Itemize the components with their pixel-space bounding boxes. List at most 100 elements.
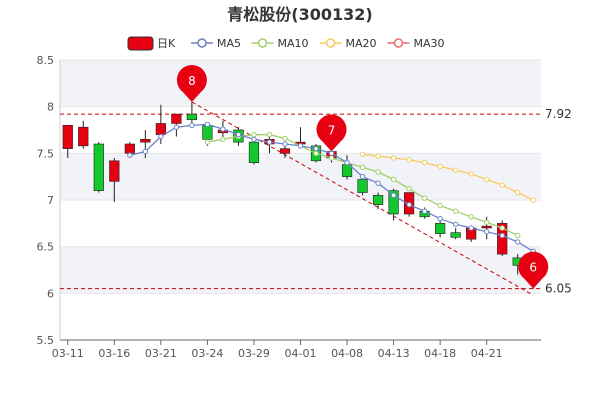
pin-shape — [316, 114, 347, 152]
ma20-point — [530, 197, 536, 203]
ma5-point — [437, 215, 443, 222]
candle-body — [171, 113, 182, 124]
candle-body — [497, 223, 508, 255]
candle-body — [140, 139, 151, 143]
pin-marker: 7 — [316, 114, 347, 152]
legend: 日K MA5 MA10 MA20 MA30 — [127, 36, 445, 51]
ma10-point — [204, 139, 211, 145]
y-tick-label: 8.5 — [37, 54, 55, 67]
ma5-point — [359, 173, 366, 180]
chart-title: 青松股份(300132) — [227, 5, 372, 24]
pin-shape — [176, 65, 207, 102]
ma10-point — [499, 225, 505, 231]
legend-item: 日K — [127, 36, 176, 51]
candle — [62, 125, 73, 158]
ma5-point — [297, 143, 304, 149]
candle-body — [202, 125, 213, 140]
ma20-point — [452, 167, 459, 173]
ma10-point — [220, 136, 226, 143]
x-tick-label: 04-18 — [424, 347, 456, 360]
ma20-point — [359, 151, 366, 157]
ma5-point — [204, 121, 211, 128]
ma20-point — [406, 157, 412, 163]
legend-item: MA10 — [251, 37, 309, 50]
candle-body — [93, 143, 104, 191]
ma20-point — [515, 189, 521, 196]
ma5-point — [313, 145, 319, 152]
candle — [435, 220, 446, 238]
ma5-point — [483, 229, 490, 235]
ma5-point — [251, 136, 257, 143]
y-tick-label: 6.5 — [37, 241, 55, 254]
ma20-point — [499, 182, 505, 188]
ma10-point — [313, 150, 319, 157]
background-band — [60, 153, 541, 200]
x-tick-label: 03-21 — [145, 347, 177, 360]
candle-body — [155, 123, 166, 135]
pin-marker: 6 — [518, 251, 549, 289]
x-tick-label: 04-13 — [378, 347, 410, 360]
legend-item: MA5 — [191, 37, 241, 50]
legend-item: MA30 — [387, 37, 445, 50]
y-tick-label: 6 — [47, 287, 54, 300]
x-tick-label: 03-24 — [191, 347, 223, 360]
y-tick-label: 8 — [47, 101, 54, 114]
ma5-point — [189, 122, 195, 129]
x-tick-label: 04-01 — [285, 347, 317, 360]
candle-body — [186, 113, 197, 121]
ma5-point — [173, 124, 180, 130]
ma10-point — [437, 202, 443, 209]
legend-label: MA20 — [346, 37, 377, 50]
candle-body — [388, 190, 399, 215]
legend-swatch-dot — [325, 38, 336, 48]
ma5-point — [390, 192, 397, 199]
background-band — [60, 60, 541, 107]
legend-label: MA5 — [217, 37, 241, 50]
ma5-point — [328, 150, 335, 157]
candle-body — [450, 232, 461, 238]
ma10-point — [282, 135, 288, 142]
candle-body — [372, 195, 384, 205]
x-tick-label: 04-21 — [471, 347, 503, 360]
ma10-point — [375, 169, 381, 175]
ma20-point — [437, 163, 443, 170]
candle-body — [279, 148, 291, 154]
ma5-point — [142, 148, 149, 155]
pin-shape — [518, 251, 549, 289]
ma10-point — [468, 214, 474, 220]
y-tick-label: 7 — [47, 194, 54, 207]
candle — [186, 102, 197, 124]
y-tick-label: 7.5 — [37, 147, 55, 160]
x-tick-label: 03-11 — [52, 347, 84, 360]
legend-item: MA20 — [319, 37, 377, 50]
ma5-point — [499, 232, 505, 239]
ma10-point — [390, 176, 397, 183]
trend-line — [191, 101, 534, 296]
candle — [357, 176, 368, 196]
ma5-point — [266, 139, 273, 145]
x-tick-label: 04-08 — [331, 347, 363, 360]
candle-body — [248, 141, 260, 163]
candle — [372, 192, 384, 210]
ma10-point — [406, 186, 412, 192]
pin-label: 6 — [529, 261, 537, 275]
ma5-point — [344, 159, 350, 166]
x-tick-label: 03-29 — [238, 347, 270, 360]
candle-body — [124, 143, 135, 154]
pin-label: 8 — [188, 74, 196, 88]
ma20-point — [483, 176, 490, 183]
plot-area: 5.5 6 6.5 7 7.5 8 8.5 03-11 03-16 03-21 03-24 03-29… — [37, 54, 572, 360]
reference-line-label: 6.05 — [545, 282, 572, 296]
legend-swatch-dot — [393, 38, 404, 48]
pin-label: 7 — [328, 123, 336, 137]
ma20-point — [375, 153, 381, 159]
legend-swatch-dot — [257, 38, 268, 48]
ma20-point — [390, 155, 397, 161]
ma10-point — [251, 131, 257, 138]
ma5-point — [235, 131, 242, 138]
ma10-point — [452, 208, 459, 214]
ma5-point — [375, 180, 381, 186]
background-band — [60, 246, 541, 294]
ma5-point — [452, 221, 459, 227]
ma5-point — [282, 141, 288, 147]
